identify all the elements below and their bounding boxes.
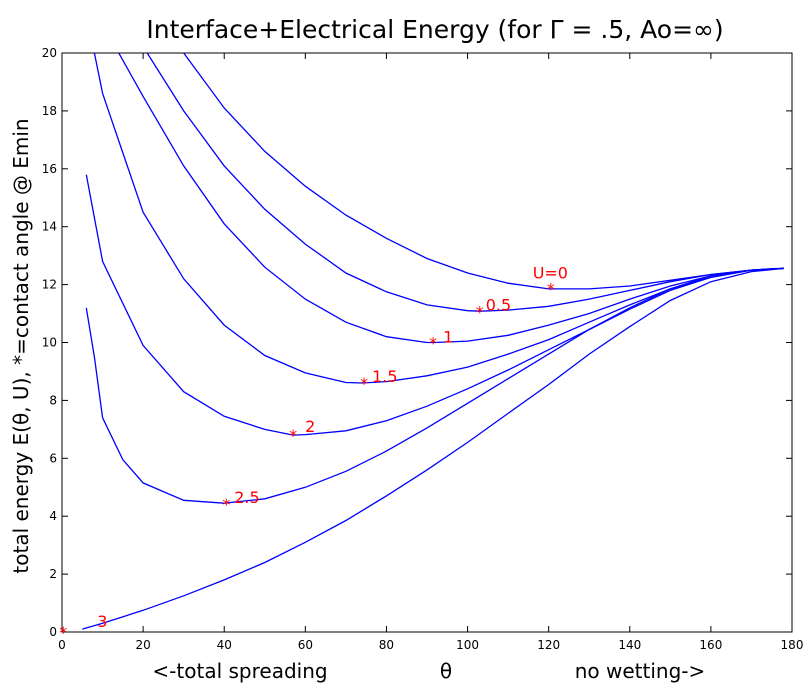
series-line (183, 53, 784, 290)
curve-label: 1 (443, 328, 453, 347)
curve-label: 0.5 (486, 296, 511, 315)
x-axis-label-right: no wetting-> (575, 659, 706, 683)
min-marker: * (59, 623, 67, 642)
x-tick-label: 0 (58, 638, 66, 652)
x-axis-label-center: θ (440, 659, 452, 683)
x-tick-label: 180 (781, 638, 804, 652)
x-axis-label-left: <-total spreading (152, 659, 327, 683)
x-tick-label: 160 (699, 638, 722, 652)
y-axis-label-group: total energy E(θ, U), *=contact angle @ … (9, 118, 33, 573)
series-line (82, 267, 784, 630)
series-line (146, 53, 784, 312)
x-tick-label: 20 (135, 638, 150, 652)
series-line (118, 53, 784, 344)
y-tick-label: 6 (49, 451, 57, 465)
min-marker: * (476, 303, 484, 322)
chart-title: Interface+Electrical Energy (for Γ = .5,… (146, 15, 723, 44)
series-line (85, 174, 784, 436)
y-tick-label: 16 (42, 162, 57, 176)
curve-label: 1.5 (372, 367, 397, 386)
y-axis-label: total energy E(θ, U), *=contact angle @ … (9, 118, 33, 573)
plot-area: 0 20 40 60 80 100 120 140 160 1800246810121416182… (42, 46, 804, 652)
curve-label: U=0 (533, 263, 568, 282)
x-tick-label: 60 (298, 638, 313, 652)
x-tick-label: 140 (618, 638, 641, 652)
min-marker: * (222, 495, 230, 514)
x-tick-label: 120 (537, 638, 560, 652)
x-tick-label: 80 (379, 638, 394, 652)
series-line (85, 267, 784, 504)
min-marker: * (360, 374, 368, 393)
x-tick-label: 100 (456, 638, 479, 652)
y-tick-label: 12 (42, 278, 57, 292)
curve-label: 2 (305, 417, 315, 436)
min-marker: * (289, 426, 297, 445)
y-tick-label: 14 (42, 220, 57, 234)
min-marker: * (429, 334, 437, 353)
min-marker: * (547, 279, 555, 298)
y-tick-label: 2 (49, 567, 57, 581)
curve-label: 3 (97, 612, 107, 631)
y-tick-label: 4 (49, 509, 57, 523)
y-tick-label: 20 (42, 46, 57, 60)
y-tick-label: 8 (49, 393, 57, 407)
x-tick-label: 40 (217, 638, 232, 652)
series-line (93, 53, 784, 384)
y-tick-label: 18 (42, 104, 57, 118)
curve-label: 2.5 (234, 488, 259, 507)
y-tick-label: 10 (42, 336, 57, 350)
y-tick-label: 0 (49, 625, 57, 639)
